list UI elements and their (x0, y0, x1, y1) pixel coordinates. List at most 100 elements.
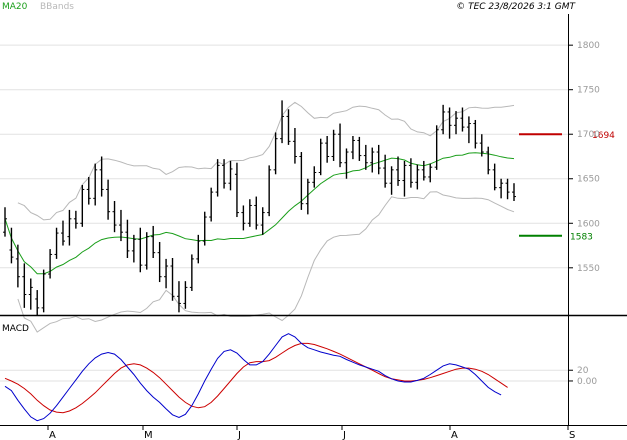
ohlc-bar (402, 160, 407, 197)
ohlc-bar (151, 225, 156, 259)
ma20-path (4, 152, 515, 275)
ma20-line (4, 152, 515, 275)
ohlc-bar (170, 258, 175, 301)
price-tick-label: 1800 (577, 41, 600, 51)
price-tick-label: 1650 (577, 175, 600, 185)
ohlc-bar (234, 162, 239, 218)
ohlc-bar (292, 127, 297, 164)
ohlc-bar (176, 281, 181, 313)
macd-lines (4, 333, 508, 422)
ohlc-bar (460, 107, 465, 132)
x-tick-label: J (237, 430, 241, 440)
bband-lower (17, 191, 515, 333)
ohlc-bar (22, 263, 27, 308)
ohlc-bar (157, 241, 162, 283)
x-tick-label: J (342, 430, 346, 440)
ohlc-bar (492, 163, 497, 191)
price-bars (3, 100, 516, 316)
ohlc-bar (344, 148, 349, 179)
ohlc-bar (112, 201, 117, 233)
macd-grid (0, 369, 568, 382)
macd-title: MACD (2, 324, 29, 334)
ohlc-bar (260, 207, 265, 235)
ohlc-bar (312, 166, 317, 188)
ohlc-bar (267, 165, 272, 217)
ohlc-bar (125, 219, 130, 259)
ohlc-bar (222, 159, 227, 189)
price-plot-area (0, 14, 568, 315)
ohlc-bar (338, 123, 343, 168)
ohlc-bar (479, 134, 484, 157)
ohlc-bar (86, 176, 91, 205)
ohlc-bar (473, 119, 478, 149)
macd-signal-line (4, 342, 508, 414)
ohlc-bar (421, 160, 426, 181)
ohlc-bar (447, 107, 452, 139)
ohlc-bar (54, 227, 59, 259)
ohlc-bar (118, 209, 123, 242)
ohlc-bar (35, 290, 40, 316)
x-tick-label: A (49, 430, 56, 440)
ohlc-bar (512, 183, 516, 202)
level-label: 1583 (570, 233, 593, 243)
x-tick-label: M (144, 430, 153, 440)
ohlc-bar (331, 129, 336, 161)
bband-upper (17, 101, 515, 221)
ohlc-bar (99, 156, 104, 197)
macd-y-axis: 200.00 (568, 366, 597, 387)
ohlc-bar (441, 104, 446, 135)
ohlc-bar (499, 178, 504, 199)
ohlc-bar (215, 159, 220, 197)
ohlc-bar (106, 179, 111, 220)
ohlc-bar (48, 249, 53, 279)
ohlc-bar (247, 199, 252, 227)
ohlc-bar (325, 136, 330, 163)
ohlc-bar (415, 164, 420, 190)
ohlc-bar (15, 244, 20, 288)
ohlc-bar (3, 207, 7, 237)
ohlc-bar (389, 166, 394, 195)
price-tick-label: 1600 (577, 219, 600, 229)
ohlc-bar (408, 158, 413, 188)
ohlc-bar (60, 220, 65, 246)
ohlc-bar (505, 178, 510, 200)
ohlc-bar (370, 147, 375, 173)
x-tick-label: S (569, 430, 575, 440)
macd-panel: MACD 200.00 (0, 324, 597, 422)
x-tick-label: A (451, 430, 458, 440)
ohlc-bar (28, 278, 33, 310)
ohlc-bar (286, 109, 291, 145)
ohlc-bar (189, 254, 194, 291)
ohlc-bar (363, 144, 368, 170)
level-label: 1694 (592, 131, 615, 141)
legend-ma20: MA20 (2, 2, 28, 12)
ohlc-bar (93, 163, 98, 206)
ohlc-bar (80, 184, 85, 227)
ohlc-bar (73, 210, 78, 229)
legend: MA20 BBands (2, 2, 74, 12)
ohlc-bar (209, 187, 214, 222)
ohlc-bar (428, 163, 433, 183)
ohlc-bar (67, 209, 72, 246)
ohlc-bar (202, 211, 207, 246)
ohlc-bar (254, 196, 259, 230)
ohlc-bar (164, 258, 169, 289)
ohlc-bar (41, 269, 46, 313)
ohlc-bar (196, 234, 201, 264)
ohlc-bar (466, 116, 471, 144)
ohlc-bar (144, 232, 149, 270)
ohlc-bar (318, 138, 323, 176)
ohlc-bar (357, 136, 362, 161)
ohlc-bar (350, 136, 355, 160)
ohlc-bar (383, 154, 388, 188)
ohlc-bar (241, 205, 246, 231)
ohlc-bar (228, 160, 233, 191)
ohlc-bar (434, 125, 439, 170)
copyright-text: © TEC 23/8/2026 3:1 GMT (456, 2, 576, 12)
ohlc-bar (299, 152, 304, 210)
ohlc-bar (376, 144, 381, 175)
price-levels: 1694 1583 (519, 131, 615, 243)
ohlc-bar (131, 234, 136, 263)
